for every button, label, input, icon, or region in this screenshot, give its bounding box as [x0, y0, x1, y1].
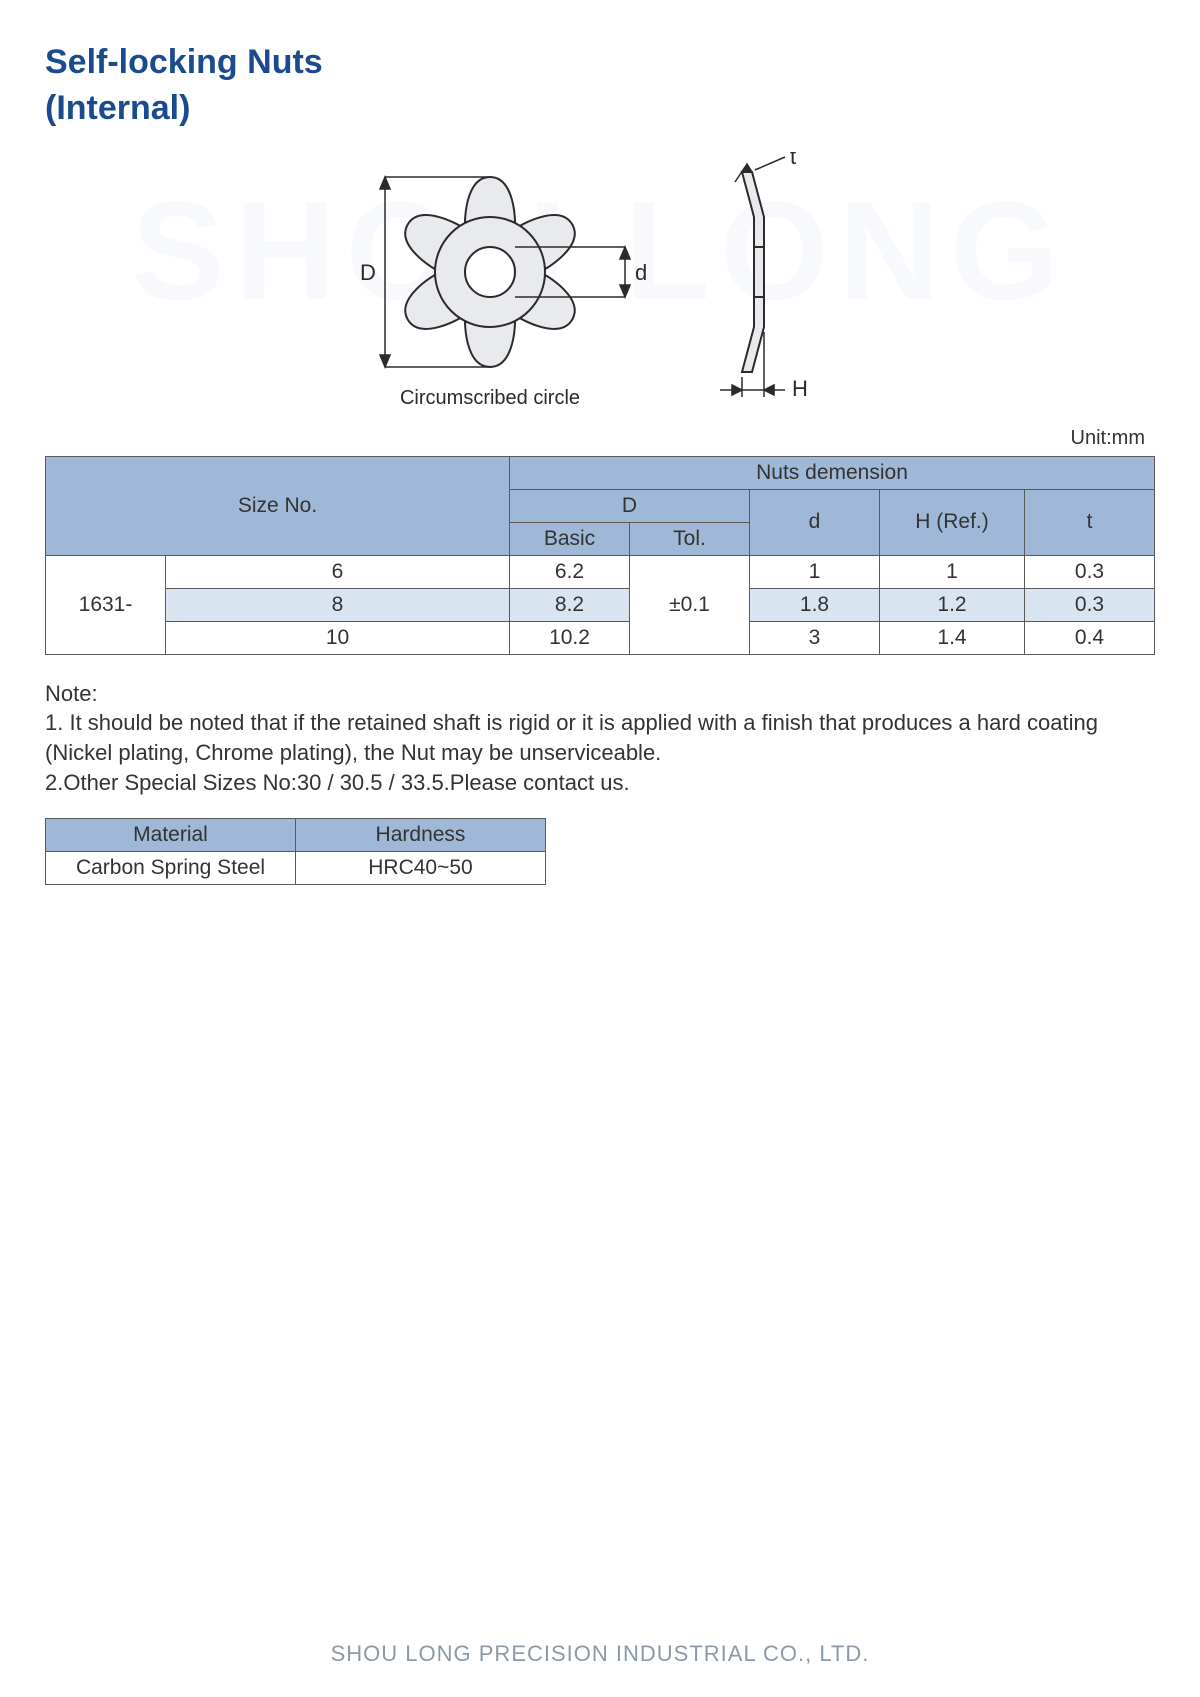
cell-basic: 8.2	[510, 588, 630, 621]
th-basic: Basic	[510, 522, 630, 555]
cell-H: 1.2	[880, 588, 1025, 621]
note-2: 2.Other Special Sizes No:30 / 30.5 / 33.…	[45, 768, 1155, 798]
cell-series: 1631-	[46, 555, 166, 654]
cell-material: Carbon Spring Steel	[46, 851, 296, 884]
label-H: H	[792, 376, 808, 401]
label-D: D	[360, 260, 376, 285]
cell-basic: 10.2	[510, 621, 630, 654]
th-nuts: Nuts demension	[510, 456, 1155, 489]
spec-table: Size No. Nuts demension D d H (Ref.) t B…	[45, 456, 1155, 655]
label-d: d	[635, 260, 647, 285]
cell-size: 8	[166, 588, 510, 621]
cell-H: 1	[880, 555, 1025, 588]
note-1: 1. It should be noted that if the retain…	[45, 708, 1155, 767]
th-d: d	[750, 489, 880, 555]
cell-size: 6	[166, 555, 510, 588]
cell-d: 1	[750, 555, 880, 588]
title-line-2: (Internal)	[45, 89, 190, 127]
cell-t: 0.3	[1025, 555, 1155, 588]
cell-H: 1.4	[880, 621, 1025, 654]
diagram-caption: Circumscribed circle	[400, 387, 580, 409]
cell-size: 10	[166, 621, 510, 654]
th-t: t	[1025, 489, 1155, 555]
cell-t: 0.4	[1025, 621, 1155, 654]
notes-block: Note: 1. It should be noted that if the …	[45, 679, 1155, 798]
cell-hardness: HRC40~50	[296, 851, 546, 884]
diagram-svg: D d t	[340, 152, 860, 412]
cell-t: 0.3	[1025, 588, 1155, 621]
cell-d: 3	[750, 621, 880, 654]
notes-heading: Note:	[45, 679, 1155, 709]
footer-company: SHOU LONG PRECISION INDUSTRIAL CO., LTD.	[0, 1641, 1200, 1667]
table-row: 1631- 6 6.2 ±0.1 1 1 0.3	[46, 555, 1155, 588]
table-row: 10 10.2 3 1.4 0.4	[46, 621, 1155, 654]
unit-label: Unit:mm	[45, 427, 1145, 450]
cell-tol: ±0.1	[630, 555, 750, 654]
cell-d: 1.8	[750, 588, 880, 621]
cell-basic: 6.2	[510, 555, 630, 588]
th-hardness: Hardness	[296, 818, 546, 851]
th-D: D	[510, 489, 750, 522]
th-material: Material	[46, 818, 296, 851]
title-line-1: Self-locking Nuts	[45, 43, 323, 81]
page-title: Self-locking Nuts (Internal)	[45, 40, 1155, 132]
label-t: t	[790, 152, 796, 169]
technical-diagram: D d t	[45, 152, 1155, 417]
th-H: H (Ref.)	[880, 489, 1025, 555]
th-size: Size No.	[46, 456, 510, 555]
th-tol: Tol.	[630, 522, 750, 555]
material-table: Material Hardness Carbon Spring Steel HR…	[45, 818, 546, 885]
table-row: 8 8.2 1.8 1.2 0.3	[46, 588, 1155, 621]
